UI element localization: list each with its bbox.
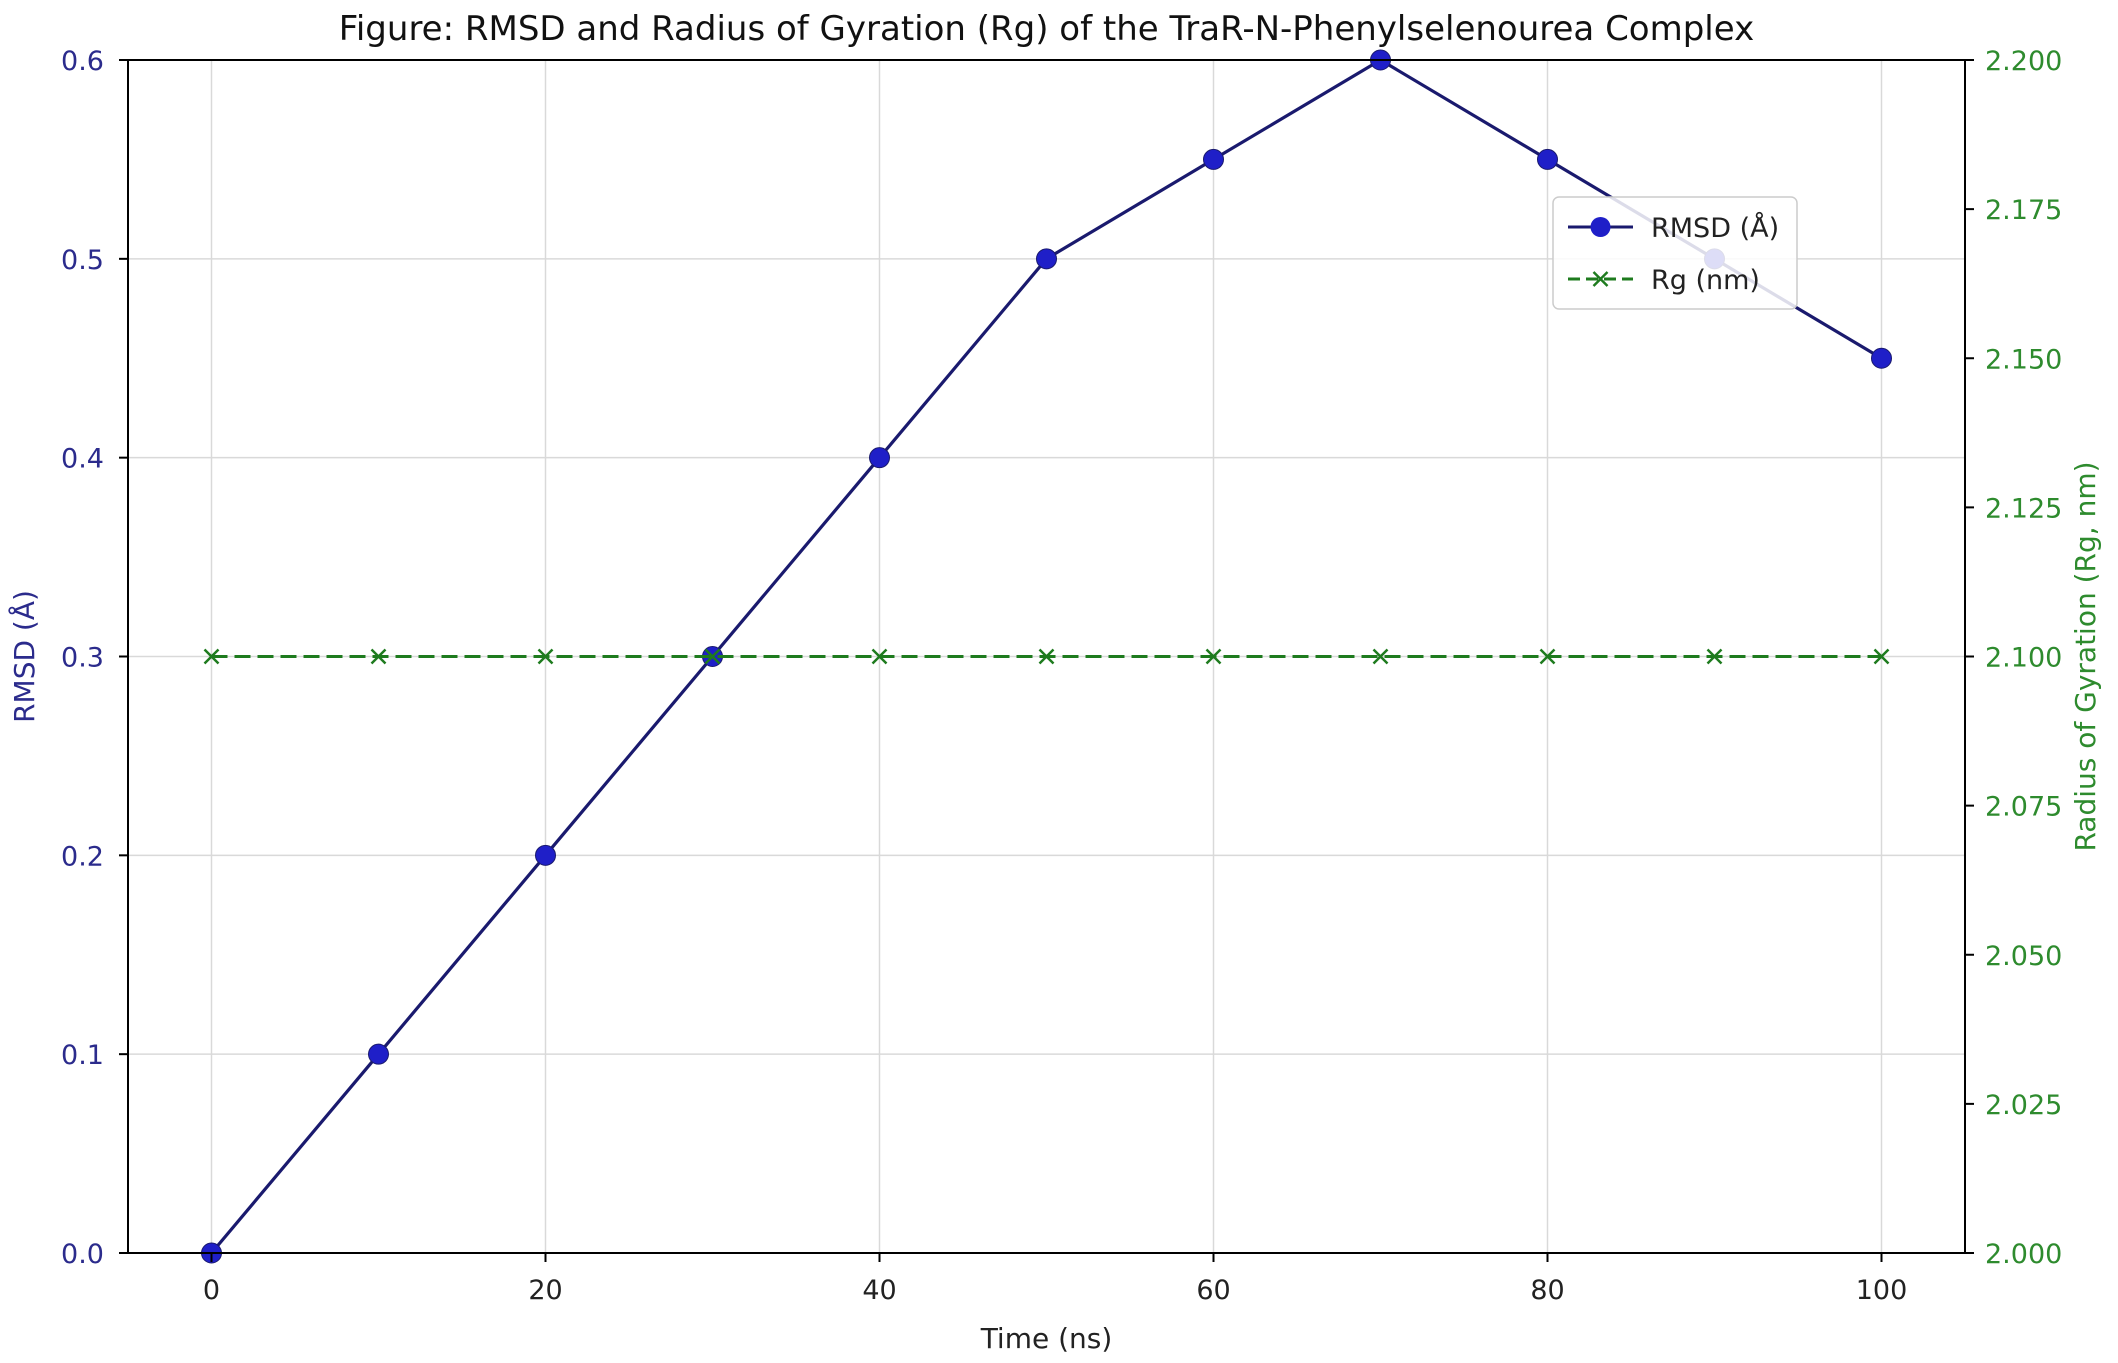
rg-point — [1372, 648, 1389, 665]
y-tick-label-right: 2.125 — [1985, 493, 2062, 524]
y-tick-label-right: 2.075 — [1985, 792, 2062, 823]
rg-point-stroke — [537, 648, 554, 665]
y-tick-label-right: 2.100 — [1985, 643, 2062, 674]
y-tick-label-left: 0.4 — [61, 444, 104, 475]
y-axis-label-right: Radius of Gyration (Rg, nm) — [2069, 461, 2102, 851]
rg-point — [1539, 648, 1556, 665]
rg-point — [370, 648, 387, 665]
y-tick-label-right: 2.025 — [1985, 1090, 2062, 1121]
rmsd-point — [1203, 148, 1224, 170]
rg-point-stroke — [704, 648, 721, 665]
y-tick-label-right: 2.175 — [1985, 195, 2062, 226]
rg-point-stroke — [1873, 648, 1890, 665]
y-tick-label-right: 2.050 — [1985, 941, 2062, 972]
rg-point — [1038, 648, 1055, 665]
ticks-layer: 0 20 40 60 80 100 0.0 0.1 0.2 0.3 0.4 0.5 0.6 2.000 2.… — [61, 46, 2062, 1306]
y-tick-label-right: 2.000 — [1985, 1239, 2062, 1270]
x-tick-label: 20 — [528, 1275, 562, 1306]
rg-point — [537, 648, 554, 665]
x-tick-label: 40 — [862, 1275, 896, 1306]
rg-point — [1873, 648, 1890, 665]
y-tick-label-left: 0.1 — [61, 1040, 104, 1071]
rg-point-stroke — [203, 648, 220, 665]
series-layer — [201, 49, 1892, 1264]
legend-marker-circle — [1590, 217, 1611, 237]
rg-point — [704, 648, 721, 665]
rmsd-point — [1537, 148, 1558, 170]
rg-point-stroke — [1372, 648, 1389, 665]
y-tick-label-left: 0.2 — [61, 841, 104, 872]
legend-label: RMSD (Å) — [1651, 212, 1779, 244]
rg-point-stroke — [1539, 648, 1556, 665]
y-axis-label-left: RMSD (Å) — [7, 590, 41, 723]
legend-marker-x — [1592, 271, 1609, 287]
x-axis-label: Time (ns) — [980, 1322, 1113, 1355]
rg-point — [871, 648, 888, 665]
chart-legend: RMSD (Å) Rg (nm) — [1552, 196, 1798, 310]
x-tick-label: 80 — [1530, 1275, 1564, 1306]
rmsd-point — [535, 844, 556, 866]
x-tick-label: 0 — [203, 1275, 220, 1306]
rg-point-stroke — [1038, 648, 1055, 665]
rg-point-stroke — [871, 648, 888, 665]
y-tick-label-left: 0.5 — [61, 245, 104, 276]
rg-point-stroke — [1706, 648, 1723, 665]
legend-box — [1552, 196, 1798, 310]
rmsd-point — [1036, 248, 1057, 270]
rmsd-point — [1871, 347, 1892, 369]
x-tick-label: 60 — [1196, 1275, 1230, 1306]
y-tick-label-right: 2.150 — [1985, 344, 2062, 375]
legend-label: Rg (nm) — [1651, 265, 1760, 296]
rg-point-stroke — [370, 648, 387, 665]
y-tick-label-left: 0.6 — [61, 46, 104, 77]
chart-title: Figure: RMSD and Radius of Gyration (Rg)… — [339, 9, 1754, 49]
y-tick-label-left: 0.0 — [61, 1239, 104, 1270]
y-tick-label-left: 0.3 — [61, 643, 104, 674]
x-tick-label: 100 — [1856, 1275, 1908, 1306]
rg-point — [203, 648, 220, 665]
rmsd-point — [869, 447, 890, 469]
rmsd-point — [368, 1043, 389, 1065]
rg-point-stroke — [1205, 648, 1222, 665]
y-tick-label-right: 2.200 — [1985, 46, 2062, 77]
rg-point — [1205, 648, 1222, 665]
rg-point — [1706, 648, 1723, 665]
